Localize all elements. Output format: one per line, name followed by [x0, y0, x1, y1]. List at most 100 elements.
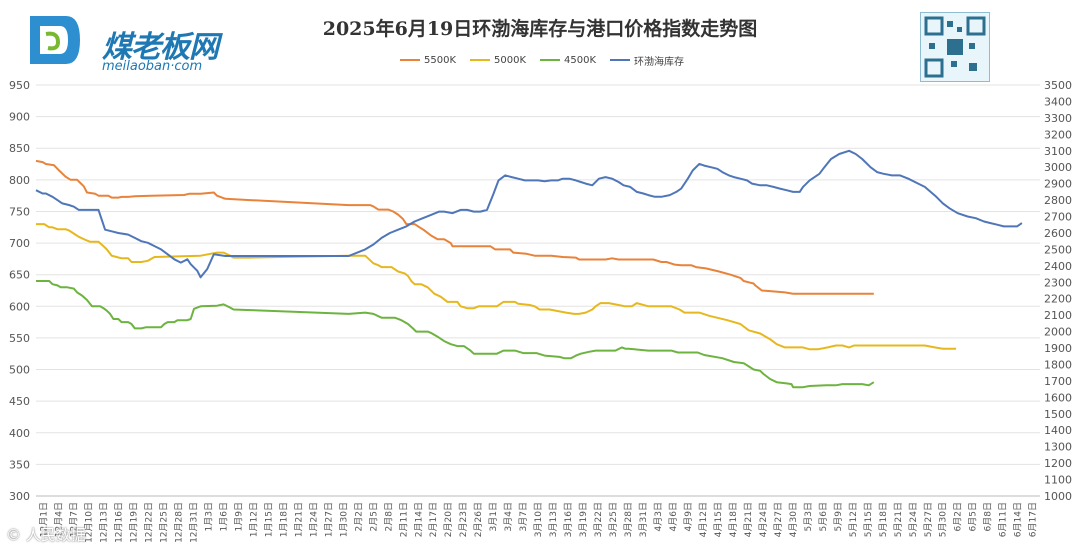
- x-tick-label: 2月2日: [353, 502, 364, 531]
- logo-text: 煤老板网: [102, 30, 219, 65]
- y-right-tick-label: 1900: [1044, 342, 1072, 355]
- x-tick-label: 2月20日: [443, 502, 454, 537]
- y-right-tick-label: 1000: [1044, 490, 1072, 503]
- y-left-tick-label: 550: [9, 332, 30, 345]
- x-tick-label: 5月18日: [878, 502, 889, 537]
- x-tick-label: 5月3日: [803, 502, 814, 531]
- x-tick-label: 1月24日: [308, 502, 319, 537]
- x-tick-label: 5月12日: [848, 502, 859, 537]
- y-right-tick-label: 1100: [1044, 474, 1072, 487]
- x-tick-label: 5月24日: [908, 502, 919, 537]
- x-tick-label: 4月9日: [683, 502, 694, 531]
- legend-swatch: [610, 59, 631, 61]
- x-tick-label: 3月13日: [548, 502, 559, 537]
- x-tick-label: 1月6日: [218, 502, 229, 531]
- logo-mark-icon: [30, 16, 80, 64]
- y-left-tick-label: 400: [9, 427, 30, 440]
- x-tick-label: 6月17日: [1028, 502, 1039, 537]
- x-tick-label: 4月6日: [668, 502, 679, 531]
- y-right-tick-label: 2900: [1044, 178, 1072, 191]
- legend-label: 4500K: [564, 54, 597, 66]
- legend-item: 5500K: [400, 52, 456, 68]
- series-line-4500K: [36, 280, 875, 389]
- y-right-tick-label: 2200: [1044, 293, 1072, 306]
- x-tick-label: 4月30日: [788, 502, 799, 537]
- x-tick-label: 5月27日: [923, 502, 934, 537]
- x-tick-label: 6月14日: [1013, 502, 1024, 537]
- y-left-tick-label: 450: [9, 395, 30, 408]
- y-right-tick-label: 2600: [1044, 227, 1072, 240]
- y-left-tick-label: 850: [9, 142, 30, 155]
- qr-code-icon: [924, 16, 986, 78]
- x-tick-label: 12月22日: [144, 502, 155, 543]
- y-right-tick-label: 1400: [1044, 424, 1072, 437]
- y-right-tick-label: 1700: [1044, 375, 1072, 388]
- y-right-tick-label: 2300: [1044, 276, 1072, 289]
- x-tick-label: 5月15日: [863, 502, 874, 537]
- x-tick-label: 4月27日: [773, 502, 784, 537]
- x-tick-label: 3月25日: [608, 502, 619, 537]
- x-tick-label: 1月21日: [293, 502, 304, 537]
- x-tick-label: 12月10日: [84, 502, 95, 543]
- x-tick-label: 1月12日: [248, 502, 259, 537]
- x-tick-label: 1月15日: [263, 502, 274, 537]
- x-tick-label: 12月28日: [174, 502, 185, 543]
- legend-swatch: [540, 59, 561, 61]
- x-tick-label: 12月4日: [54, 502, 65, 537]
- x-tick-label: 2月17日: [428, 502, 439, 537]
- y-left-tick-label: 600: [9, 300, 30, 313]
- y-right-tick-label: 3100: [1044, 145, 1072, 158]
- y-right-tick-label: 2700: [1044, 211, 1072, 224]
- x-tick-label: 1月27日: [323, 502, 334, 537]
- y-left-tick-label: 700: [9, 237, 30, 250]
- y-right-tick-label: 2800: [1044, 194, 1072, 207]
- x-tick-label: 12月7日: [69, 502, 80, 537]
- y-right-tick-label: 1500: [1044, 408, 1072, 421]
- y-left-tick-label: 350: [9, 458, 30, 471]
- x-tick-label: 5月21日: [893, 502, 904, 537]
- legend-item: 环渤海库存: [610, 52, 684, 68]
- watermark: © 人民数据: [6, 526, 86, 544]
- y-right-tick-label: 2500: [1044, 243, 1072, 256]
- x-tick-label: 4月3日: [653, 502, 664, 531]
- y-left-tick-label: 750: [9, 205, 30, 218]
- qr-code: [920, 12, 990, 82]
- legend-label: 5500K: [424, 54, 457, 66]
- legend-item: 4500K: [540, 52, 596, 68]
- x-tick-label: 3月31日: [638, 502, 649, 537]
- x-tick-label: 3月19日: [578, 502, 589, 537]
- x-tick-label: 3月7日: [518, 502, 529, 531]
- logo: 煤老板网 meilaoban·com: [22, 12, 242, 74]
- chart-title: 2025年6月19日环渤海库存与港口价格指数走势图: [322, 18, 758, 40]
- x-tick-label: 12月16日: [114, 502, 125, 543]
- y-right-tick-label: 1600: [1044, 391, 1072, 404]
- legend-swatch: [400, 59, 420, 61]
- x-tick-label: 12月25日: [159, 502, 170, 543]
- x-tick-label: 3月4日: [503, 502, 514, 531]
- y-right-tick-label: 3500: [1044, 79, 1072, 92]
- x-tick-label: 6月5日: [968, 502, 979, 531]
- x-tick-label: 1月3日: [203, 502, 214, 531]
- y-left-tick-label: 650: [9, 269, 30, 282]
- y-right-tick-label: 3000: [1044, 161, 1072, 174]
- x-tick-label: 4月21日: [743, 502, 754, 537]
- x-tick-label: 2月5日: [368, 502, 379, 531]
- x-tick-label: 2月26日: [473, 502, 484, 537]
- x-tick-label: 6月11日: [998, 502, 1009, 537]
- legend-swatch: [470, 59, 491, 61]
- y-right-tick-label: 2400: [1044, 260, 1072, 273]
- legend-label: 5000K: [494, 54, 527, 66]
- y-right-tick-label: 1300: [1044, 441, 1072, 454]
- x-tick-label: 1月18日: [278, 502, 289, 537]
- y-left-tick-label: 300: [9, 490, 30, 503]
- x-tick-label: 2月8日: [383, 502, 394, 531]
- x-tick-label: 3月16日: [563, 502, 574, 537]
- x-tick-label: 12月1日: [39, 502, 50, 537]
- x-tick-label: 2月23日: [458, 502, 469, 537]
- x-tick-label: 12月19日: [129, 502, 140, 543]
- series-line-5000K: [36, 223, 957, 351]
- x-tick-label: 1月30日: [338, 502, 349, 537]
- y-left-tick-label: 950: [9, 79, 30, 92]
- y-right-tick-label: 2100: [1044, 309, 1072, 322]
